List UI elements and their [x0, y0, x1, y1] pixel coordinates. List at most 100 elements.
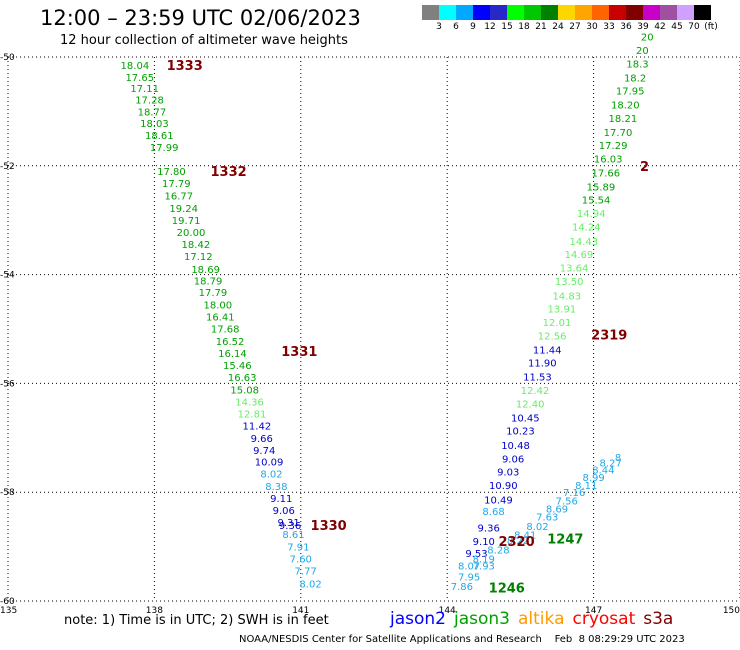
data-point-label: 17.11: [130, 84, 159, 95]
data-point-label: 8.11: [575, 481, 597, 492]
pass-time-label: 1332: [211, 165, 247, 180]
data-point-label: 19.71: [172, 216, 201, 227]
data-point-label: 8.02: [299, 580, 321, 591]
data-point-label: 14.83: [552, 291, 581, 302]
data-point-label: 8.61: [282, 530, 304, 541]
legend-label: 12: [484, 22, 496, 32]
legend-label: 30: [586, 22, 598, 32]
y-tick-label: -50: [0, 53, 15, 63]
data-point-label: 9.66: [251, 434, 273, 445]
satellite-label: cryosat: [572, 609, 636, 629]
data-point-label: 18.42: [182, 240, 211, 251]
pass-time-label: 2: [640, 160, 649, 175]
data-point-label: 8.69: [546, 505, 568, 516]
data-point-label: 20: [636, 46, 649, 57]
data-point-label: 17.79: [199, 288, 228, 299]
legend-label: 70: [688, 22, 700, 32]
data-point-label: 11.44: [533, 346, 562, 357]
data-point-label: 7.95: [458, 573, 480, 584]
data-point-label: 12.40: [516, 400, 545, 411]
data-point-label: 12.56: [538, 332, 567, 343]
data-point-label: 10.45: [511, 414, 540, 425]
x-tick-label: 135: [0, 606, 17, 616]
legend-swatch: [439, 5, 456, 20]
data-point-label: 8.44: [592, 465, 614, 476]
data-point-label: 14.36: [235, 397, 264, 408]
data-point-label: 9.31: [277, 518, 299, 529]
pass-time-label: 1246: [489, 581, 525, 596]
pass-time-label: 2320: [498, 535, 534, 550]
legend-swatch: [592, 5, 609, 20]
pass-time-label: 1247: [547, 532, 583, 547]
satellite-label: altika: [518, 609, 565, 629]
data-point-label: 18.61: [145, 131, 174, 142]
data-point-label: 17.79: [162, 179, 191, 190]
legend-label: 27: [569, 22, 581, 32]
data-point-label: 18.69: [191, 265, 220, 276]
data-point-label: 8.38: [265, 482, 287, 493]
data-point-label: 8.28: [487, 545, 509, 556]
data-point-label: 13.91: [548, 304, 577, 315]
data-point-label: 8.02: [260, 470, 282, 481]
x-tick-label: 138: [146, 606, 163, 616]
data-point-label: 9.06: [273, 506, 295, 517]
data-point-label: 13.50: [555, 277, 584, 288]
color-legend: [422, 5, 711, 20]
legend-swatch: [507, 5, 524, 20]
data-point-label: 10.49: [484, 495, 513, 506]
x-tick-label: 147: [585, 606, 602, 616]
data-point-label: 7.63: [536, 513, 558, 524]
legend-label: 24: [552, 22, 564, 32]
data-point-label: 7.93: [473, 562, 495, 573]
data-point-label: 20: [641, 32, 654, 43]
legend-label: 18: [518, 22, 530, 32]
data-point-label: 15.46: [223, 361, 252, 372]
data-point-label: 8: [615, 453, 621, 464]
y-tick-label: -52: [0, 162, 15, 172]
data-point-label: 18.00: [204, 301, 233, 312]
data-point-label: 17.68: [211, 324, 240, 335]
data-point-label: 18.03: [140, 119, 169, 130]
legend-label: 9: [470, 22, 476, 32]
pass-time-label: 1331: [281, 345, 317, 360]
pass-time-label: 1333: [167, 59, 203, 74]
data-point-label: 9.10: [473, 537, 495, 548]
data-point-label: 18.77: [138, 107, 167, 118]
data-point-label: 7.60: [290, 555, 312, 566]
chart-title: 12:00 – 23:59 UTC 02/06/2023: [40, 6, 361, 30]
legend-swatch: [541, 5, 558, 20]
data-point-label: 7.91: [287, 543, 309, 554]
y-tick-label: -60: [0, 597, 15, 607]
data-point-label: 7.16: [563, 488, 585, 499]
data-point-label: 17.80: [157, 167, 186, 178]
legend-swatch: [609, 5, 626, 20]
data-point-label: 9.03: [497, 468, 519, 479]
data-point-label: 7.77: [295, 567, 317, 578]
data-point-label: 19.24: [169, 204, 198, 215]
data-point-label: 14.24: [572, 223, 601, 234]
data-point-label: 8.02: [526, 522, 548, 533]
data-point-label: 16.41: [206, 312, 235, 323]
data-point-label: 9.74: [253, 446, 275, 457]
data-point-label: 8.99: [582, 473, 604, 484]
data-point-label: 15.08: [230, 385, 259, 396]
data-point-label: 8.27: [600, 458, 622, 469]
data-point-label: 9.36: [478, 524, 500, 535]
data-point-label: 9.06: [502, 454, 524, 465]
data-point-label: 12.81: [238, 409, 267, 420]
data-point-label: 17.65: [125, 73, 154, 84]
data-point-label: 17.66: [591, 168, 620, 179]
footer-note: note: 1) Time is in UTC; 2) SWH is in fe…: [64, 613, 329, 628]
data-point-label: 11.53: [523, 372, 552, 383]
data-point-label: 18.04: [121, 61, 150, 72]
data-point-label: 8.22: [507, 536, 529, 547]
legend-swatch: [422, 5, 439, 20]
data-point-label: 15.54: [582, 196, 611, 207]
data-point-label: 7.56: [556, 496, 578, 507]
data-point-label: 17.28: [135, 95, 164, 106]
data-point-label: 16.52: [216, 337, 245, 348]
data-point-label: 17.70: [604, 128, 633, 139]
data-point-label: 18.79: [194, 277, 223, 288]
data-point-label: 17.29: [599, 141, 628, 152]
